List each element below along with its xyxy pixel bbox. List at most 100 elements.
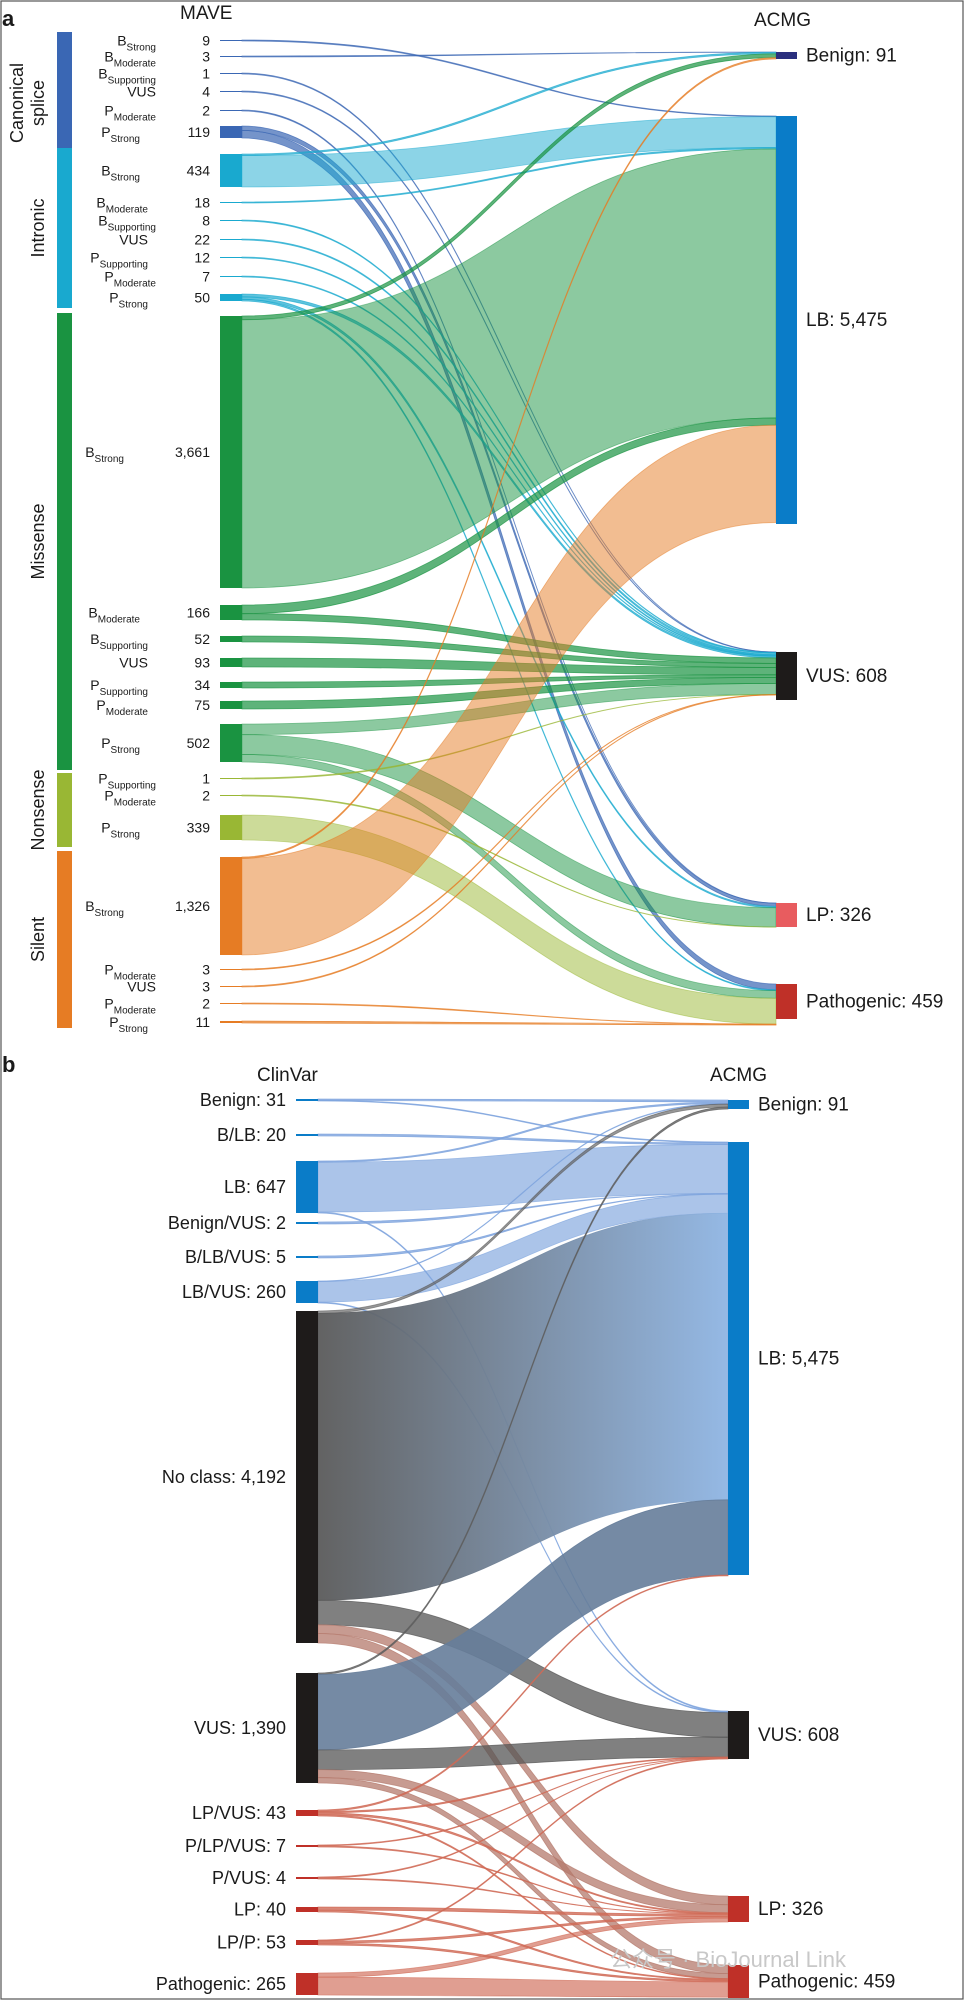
panel-b-source-bar (296, 1845, 318, 1847)
panel-a-category-bar (57, 32, 72, 174)
panel-a-source-bar (220, 969, 242, 970)
evidence-sub: Strong (111, 134, 140, 145)
panel-a-source-evidence-label: PModerate (104, 788, 156, 809)
panel-b-target-bar (728, 1100, 749, 1109)
panel-a-category-bar (57, 851, 72, 1028)
panel-a-source-bar (220, 682, 242, 688)
panel-b-target-header: ACMG (710, 1065, 767, 1086)
panel-a-source-bar (220, 257, 242, 258)
evidence-main: B (104, 49, 113, 65)
panel-a-source-bar (220, 294, 242, 301)
panel-a-flow (241, 1020, 777, 1026)
panel-a-source-count: 119 (188, 124, 211, 140)
panel-a-source-bar (220, 154, 242, 187)
panel-b-source-label: P/VUS: 4 (212, 1868, 286, 1888)
evidence-main: P (104, 788, 113, 804)
panel-a-source-evidence-label: BSupporting (90, 631, 148, 652)
evidence-main: B (96, 195, 105, 211)
panel-a-source-evidence-label: PModerate (104, 269, 156, 290)
panel-b-source-nodes: Benign: 31 B/LB: 20 LB: 647 Benign/VUS: 2 B/… (156, 1090, 318, 1995)
evidence-main: B (117, 33, 126, 49)
evidence-sub: Moderate (114, 798, 157, 809)
panel-b-target-label: LP: 326 (758, 1899, 824, 1920)
panel-b-source-bar (296, 1311, 318, 1643)
panel-b-source-bar (296, 1907, 318, 1912)
evidence-main: P (109, 1014, 118, 1030)
evidence-main: P (98, 771, 107, 787)
panel-a-source-count: 12 (194, 250, 210, 266)
panel-a-source-bar (220, 202, 242, 203)
panel-b-source-label: B/LB: 20 (217, 1125, 286, 1145)
panel-a-source-count: 4 (202, 84, 210, 100)
panel-a-source-evidence-label: VUS (127, 84, 156, 100)
panel-a-target-bar (776, 52, 797, 59)
evidence-sub: Strong (127, 43, 156, 54)
category-label-line: Canonical (7, 63, 27, 143)
panel-a-target-label: LB: 5,475 (806, 310, 887, 331)
panel-a-source-evidence-label: PModerate (104, 962, 156, 983)
panel-a-source-evidence-label: VUS (119, 655, 148, 671)
panel-a-category-bar (57, 773, 72, 847)
panel-b-source-bar (296, 1134, 318, 1136)
panel-b-source-bar (296, 1099, 318, 1101)
evidence-sub: Moderate (114, 1006, 157, 1017)
evidence-sub: Supporting (100, 687, 148, 698)
panel-a-target-label: VUS: 608 (806, 666, 887, 687)
panel-a-source-evidence-label: BModerate (104, 49, 156, 70)
panel-b-source-label: LP/VUS: 43 (192, 1803, 286, 1823)
panel-a-source-bar (220, 795, 242, 796)
evidence-main: P (104, 269, 113, 285)
evidence-main: P (104, 996, 113, 1012)
category-label-line: Intronic (28, 198, 48, 257)
panel-b-source-bar (296, 1281, 318, 1303)
panel-a-target-header: ACMG (754, 10, 811, 31)
evidence-sub: Moderate (114, 972, 157, 983)
panel-b-target-label: LB: 5,475 (758, 1349, 839, 1370)
category-label-line: splice (28, 80, 48, 126)
category-label-line: Nonsense (28, 769, 48, 850)
panel-a-target-label: Benign: 91 (806, 46, 897, 67)
evidence-sub: Supporting (108, 781, 156, 792)
evidence-main: B (90, 631, 99, 647)
panel-a-source-count: 2 (202, 996, 210, 1012)
watermark: 公众号 · BioJournal Link (610, 1947, 847, 1972)
panel-a-source-count: 93 (194, 655, 210, 671)
category-label-line: Silent (28, 917, 48, 962)
panel-b-source-bar (296, 1256, 318, 1258)
panel-a-source-count: 434 (187, 163, 211, 179)
panel-a-source-count: 1 (202, 771, 210, 787)
panel-a-source-bar (220, 701, 242, 709)
panel-b-source-bar (296, 1161, 318, 1213)
panel-a-source-evidence-label: PStrong (101, 124, 140, 145)
panel-b-source-label: VUS: 1,390 (194, 1718, 286, 1738)
panel-a-source-count: 2 (202, 788, 210, 804)
panel-a-source-bar (220, 815, 242, 840)
evidence-main: P (90, 677, 99, 693)
panel-b-target-bar (728, 1896, 749, 1922)
panel-a-source-bar (220, 605, 242, 620)
panel-b-source-bar (296, 1940, 318, 1945)
panel-a-source-evidence-label: PStrong (109, 1014, 148, 1035)
panel-a-target-label: LP: 326 (806, 905, 872, 926)
panel-a-flows (241, 39, 777, 1026)
panel-a-target-bar (776, 652, 797, 700)
panel-a-source-bar (220, 276, 242, 277)
panel-a-target-bar (776, 984, 797, 1019)
panel-a-source-evidence-label: BStrong (101, 163, 140, 184)
panel-a-source-count: 9 (202, 33, 210, 49)
panel-b-source-bar (296, 1673, 318, 1783)
evidence-main: P (101, 124, 110, 140)
panel-b-source-bar (296, 1877, 318, 1879)
panel-a-source-bar (220, 110, 242, 111)
panel-b-source-bar (296, 1973, 318, 1995)
panel-a-category-label: Canonicalsplice (7, 63, 48, 143)
panel-b-target-nodes: Benign: 91 LB: 5,475 VUS: 608 LP: 326 Pathog… (728, 1095, 895, 1998)
panel-a-source-count: 1 (202, 66, 210, 82)
panel-a-source-evidence-label: VUS (119, 232, 148, 248)
panel-b-source-label: LB/VUS: 260 (182, 1282, 286, 1302)
panel-a-target-nodes: Benign: 91 LB: 5,475 VUS: 608 LP: 326 Pathog… (776, 46, 943, 1019)
panel-a-source-count: 3,661 (175, 444, 210, 460)
panel-a-source-bar (220, 56, 242, 57)
panel-b-source-label: LP: 40 (234, 1900, 286, 1920)
evidence-sub: Supporting (108, 76, 156, 87)
